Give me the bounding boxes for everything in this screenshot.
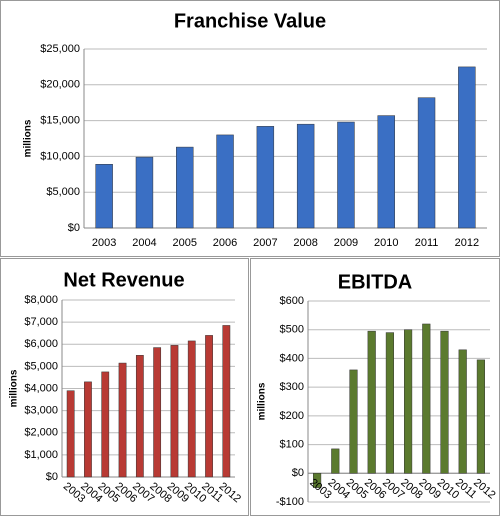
y-tick-label: $8,000 xyxy=(24,294,58,306)
chart-title: Net Revenue xyxy=(63,269,184,291)
y-tick-label: $1,000 xyxy=(24,449,58,461)
x-tick-label: 2007 xyxy=(253,237,277,249)
x-tick-label: 2011 xyxy=(415,237,439,249)
bar xyxy=(404,329,413,474)
bar xyxy=(66,390,75,478)
y-tick-label: $25,000 xyxy=(40,43,80,55)
bar xyxy=(377,115,395,229)
x-tick-label: 2010 xyxy=(374,237,398,249)
chart-title: EBITDA xyxy=(338,271,412,293)
y-tick-label: $100 xyxy=(280,438,304,450)
bar xyxy=(417,97,436,229)
bar xyxy=(222,325,231,478)
bar xyxy=(205,335,213,478)
x-tick-label: 2003 xyxy=(92,237,116,249)
bar xyxy=(458,349,467,474)
bar xyxy=(153,347,162,478)
y-tick-label: $5,000 xyxy=(24,360,58,372)
bar xyxy=(458,66,476,229)
y-tick-label: $0 xyxy=(46,471,58,483)
y-tick-label: $4,000 xyxy=(24,382,58,394)
bar xyxy=(313,473,322,488)
y-tick-label: $0 xyxy=(68,222,80,234)
y-tick-label: $10,000 xyxy=(40,150,80,162)
y-axis-label: millions xyxy=(9,369,20,407)
x-tick-label: 2006 xyxy=(213,237,237,249)
y-tick-label: -$100 xyxy=(276,496,304,508)
bar xyxy=(216,134,234,229)
y-tick-label: $3,000 xyxy=(24,405,58,417)
bar xyxy=(367,330,376,474)
bar xyxy=(95,164,113,229)
bar xyxy=(170,345,179,478)
y-tick-label: $6,000 xyxy=(24,338,58,350)
bar xyxy=(296,123,315,229)
y-tick-label: $2,000 xyxy=(24,427,58,439)
bar xyxy=(187,340,196,478)
x-tick-label: 2005 xyxy=(173,237,197,249)
x-tick-label: 2008 xyxy=(293,237,317,249)
bar xyxy=(135,355,144,478)
y-axis-label: millions xyxy=(23,119,34,157)
y-tick-label: $7,000 xyxy=(24,316,58,328)
bar xyxy=(256,126,275,229)
y-axis-label: millions xyxy=(257,382,268,420)
bar xyxy=(385,332,394,474)
y-tick-label: $0 xyxy=(292,467,304,479)
bar xyxy=(118,362,127,478)
bar xyxy=(176,146,194,229)
y-tick-label: $300 xyxy=(280,381,304,393)
y-tick-label: $15,000 xyxy=(40,115,80,127)
y-tick-label: $5,000 xyxy=(46,186,80,198)
bar xyxy=(84,381,92,478)
bar xyxy=(101,371,110,478)
x-tick-label: 2012 xyxy=(455,237,479,249)
y-tick-label: $400 xyxy=(280,352,304,364)
y-tick-label: $200 xyxy=(280,410,304,422)
x-tick-label: 2009 xyxy=(334,237,358,249)
x-tick-label: 2004 xyxy=(132,237,156,249)
bar xyxy=(135,156,154,229)
y-tick-label: $500 xyxy=(280,324,304,336)
y-tick-label: $20,000 xyxy=(40,79,80,91)
bar xyxy=(440,330,449,474)
bar xyxy=(331,448,340,474)
bar xyxy=(349,369,358,474)
chart-title: Franchise Value xyxy=(174,10,326,32)
bar xyxy=(476,359,485,474)
bar xyxy=(337,121,355,229)
y-tick-label: $600 xyxy=(280,295,304,307)
bar xyxy=(422,323,431,474)
